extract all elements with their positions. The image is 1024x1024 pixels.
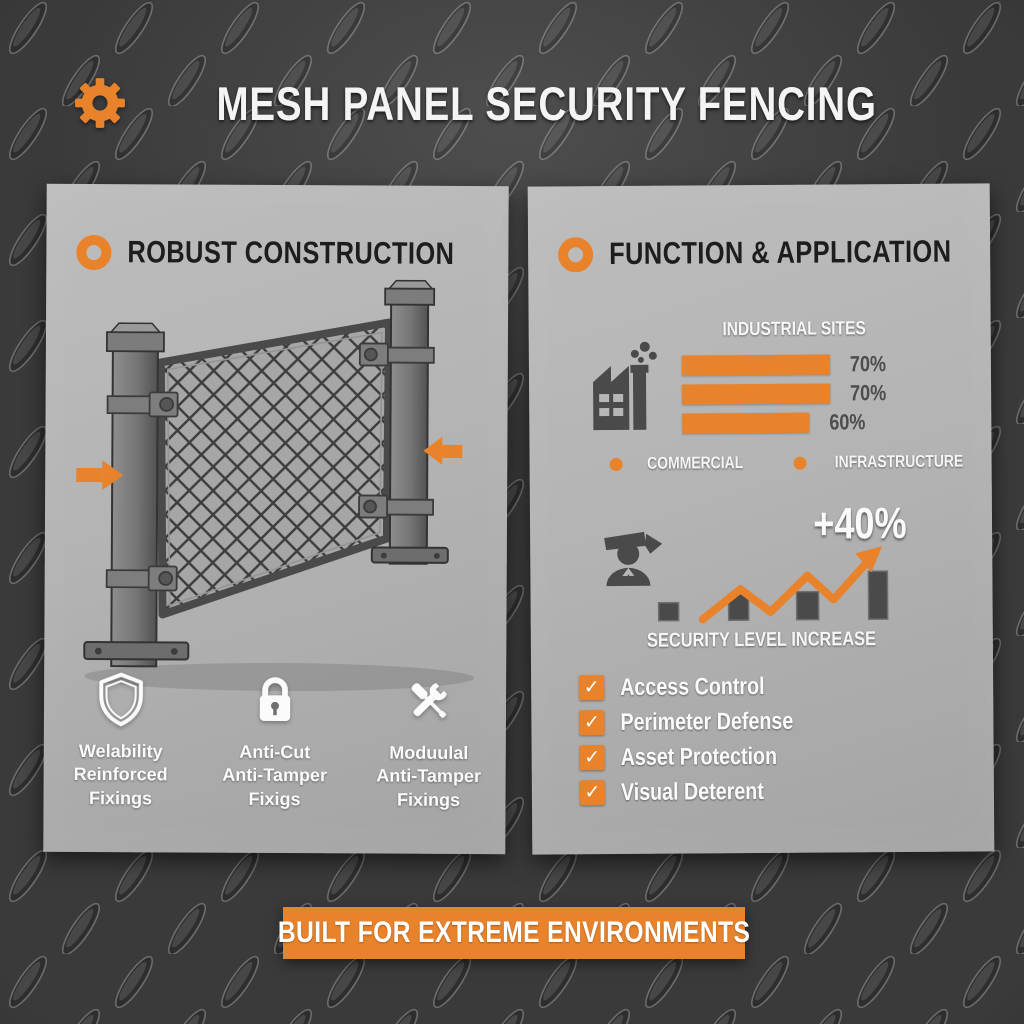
checklist-label: Visual Deterent [620,777,764,806]
right-post [370,279,449,565]
right-panel-heading: FUNCTION & APPLICATION [609,233,952,272]
feature-label-line: Fixings [88,787,153,808]
trend-bar [795,590,820,621]
left-panel-header: ROBUST CONSTRUCTION [76,234,526,272]
bar-value-label: 70% [849,351,887,377]
feature-anti-cut: Anti-Cut Anti-Tamper Fixigs [197,671,352,811]
feature-label-line: Reinforced [73,764,168,785]
trend-arrowhead-icon [855,546,883,573]
tools-icon [411,682,447,718]
bar [682,412,810,434]
robust-construction-panel: ROBUST CONSTRUCTION [43,183,509,855]
checkbox-checked-icon: ✓ [579,780,605,806]
benefit-checklist: ✓ Access Control ✓ Perimeter Defense ✓ A… [579,669,832,811]
ring-icon [558,236,594,272]
sector-legend: COMMERCIAL INFRASTRUCTURE [609,451,1004,474]
feature-modular: Moduulal Anti-Tamper Fixings [351,672,506,812]
legend-label: INFRASTRUCTURE [834,451,964,472]
ring-icon [76,234,112,270]
checklist-item: ✓ Visual Deterent [579,774,832,811]
trend-bar [657,601,680,622]
lock-icon [259,677,291,721]
trend-line [698,561,869,624]
checklist-label: Access Control [620,672,765,701]
banner-text: BUILT FOR EXTREME ENVIRONMENTS [277,916,751,949]
feature-label-line: Fixigs [248,788,301,809]
inward-arrow-left-icon [76,460,124,491]
checkbox-checked-icon: ✓ [579,745,605,771]
checklist-label: Perimeter Defense [620,707,794,736]
inward-arrow-right-icon [423,436,463,465]
bar-value-label: 60% [829,409,866,435]
industrial-sites-title: INDUSTRIAL SITES [721,318,866,341]
checklist-item: ✓ Perimeter Defense [579,704,831,741]
clamp-fittings [105,342,435,592]
feature-label-line: Anti-Tamper [222,764,328,786]
factory-icon [593,341,657,431]
checklist-item: ✓ Asset Protection [579,739,832,776]
bar-row: 70% [681,351,890,377]
checkbox-checked-icon: ✓ [579,710,605,736]
feature-label-line: Anti-Tamper [376,765,482,787]
shield-icon [99,672,143,727]
bullet-dot-icon [793,456,807,470]
security-caption: SECURITY LEVEL INCREASE [647,628,877,652]
trend-bar [867,570,889,621]
ground-shadow [84,662,475,692]
feature-list: Welability Reinforced Fixings Anti-Cut A… [43,671,506,813]
feature-label-line: Moduulal [389,742,469,763]
mesh-panel [156,318,394,619]
bottom-banner: BUILT FOR EXTREME ENVIRONMENTS [278,907,750,959]
checklist-item: ✓ Access Control [579,669,831,706]
feature-label-line: Fixings [396,789,461,810]
bullet-dot-icon [609,457,623,471]
legend-label: COMMERCIAL [647,453,744,473]
feature-label-line: Anti-Cut [239,741,311,763]
function-application-panel: FUNCTION & APPLICATION INDUSTRIAL SITES … [527,183,995,855]
guard-icon [604,531,663,587]
bar-row: 60% [682,409,890,435]
industrial-bar-chart: 70% 70% 60% [681,351,891,442]
bar [682,383,831,405]
gear-icon [75,78,126,128]
fence-illustration [76,279,475,692]
checkbox-checked-icon: ✓ [579,675,605,701]
page-title: MESH PANEL SECURITY FENCING [216,76,878,130]
right-panel-header: FUNCTION & APPLICATION [558,233,1024,272]
checklist-label: Asset Protection [620,742,778,771]
bar-value-label: 70% [849,380,887,406]
bar-row: 70% [682,380,890,406]
left-panel-heading: ROBUST CONSTRUCTION [127,234,455,271]
feature-label-line: Welability [78,740,163,762]
security-trend-chart [657,546,889,624]
feature-weldability: Welability Reinforced Fixings [43,671,198,811]
bar [681,354,830,376]
poster-header: MESH PANEL SECURITY FENCING [0,58,1024,148]
